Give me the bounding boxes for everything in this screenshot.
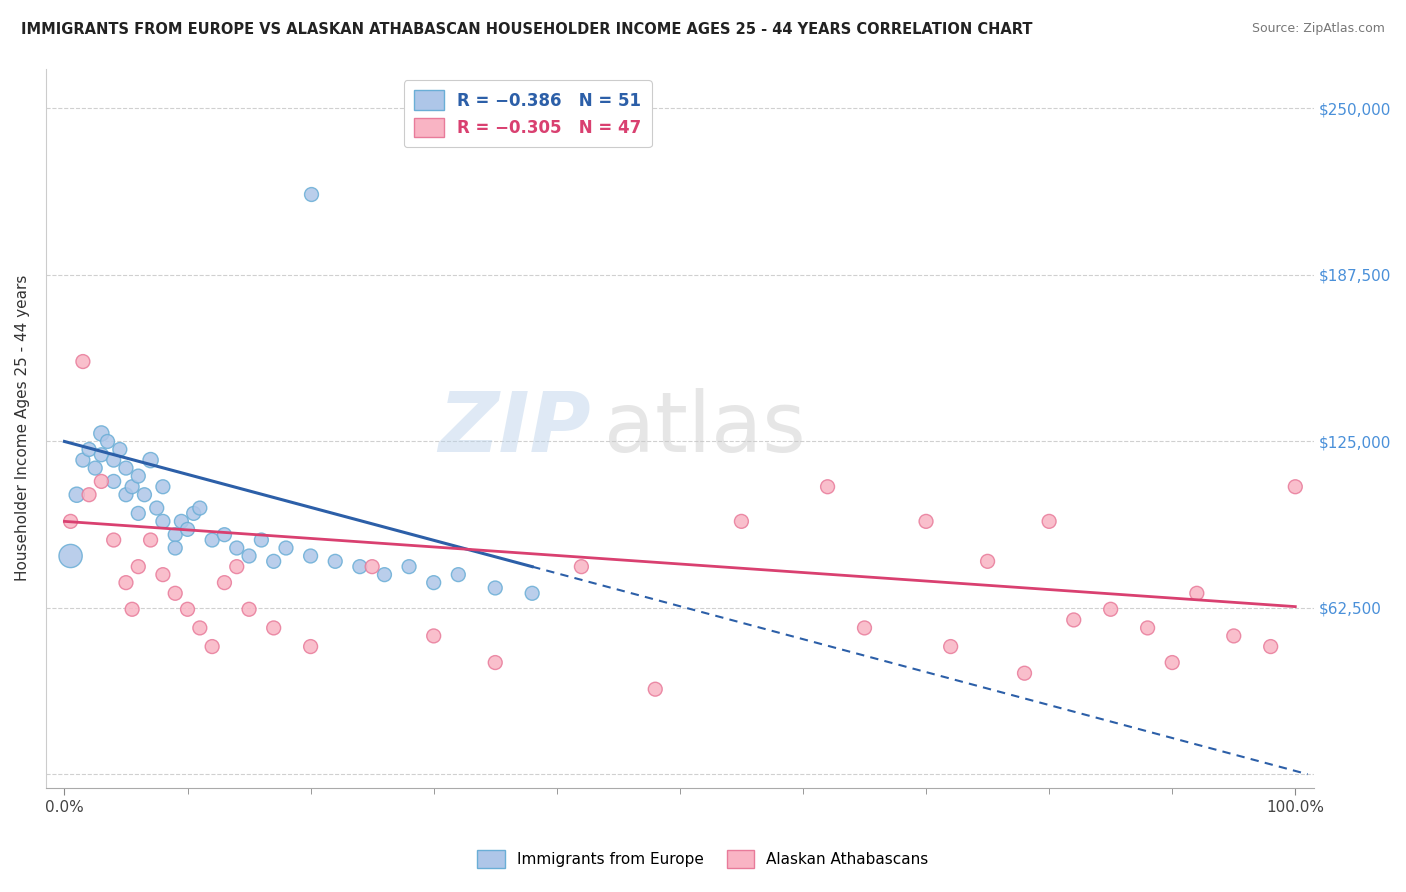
Point — [976, 554, 998, 568]
Legend: Immigrants from Europe, Alaskan Athabascans: Immigrants from Europe, Alaskan Athabasc… — [470, 843, 936, 875]
Point — [165, 586, 187, 600]
Text: ZIP: ZIP — [439, 388, 591, 468]
Point — [422, 575, 444, 590]
Point — [121, 480, 143, 494]
Point — [853, 621, 876, 635]
Point — [90, 475, 112, 489]
Point — [484, 581, 506, 595]
Point — [90, 448, 112, 462]
Text: IMMIGRANTS FROM EUROPE VS ALASKAN ATHABASCAN HOUSEHOLDER INCOME AGES 25 - 44 YEA: IMMIGRANTS FROM EUROPE VS ALASKAN ATHABA… — [21, 22, 1032, 37]
Point — [72, 453, 94, 467]
Point — [145, 501, 167, 516]
Point — [84, 461, 107, 475]
Point — [152, 480, 174, 494]
Point — [730, 514, 752, 528]
Point — [939, 640, 962, 654]
Text: atlas: atlas — [603, 388, 806, 468]
Point — [571, 559, 593, 574]
Point — [1185, 586, 1208, 600]
Point — [201, 533, 224, 547]
Point — [134, 488, 156, 502]
Point — [165, 527, 187, 541]
Point — [263, 554, 285, 568]
Point — [1284, 480, 1306, 494]
Point — [103, 453, 125, 467]
Point — [165, 541, 187, 555]
Point — [1063, 613, 1085, 627]
Point — [361, 559, 384, 574]
Point — [817, 480, 839, 494]
Point — [349, 559, 371, 574]
Point — [127, 559, 149, 574]
Point — [422, 629, 444, 643]
Point — [139, 453, 162, 467]
Point — [250, 533, 273, 547]
Point — [59, 549, 82, 563]
Point — [72, 354, 94, 368]
Point — [214, 527, 236, 541]
Point — [115, 461, 138, 475]
Point — [238, 549, 260, 563]
Point — [299, 186, 322, 201]
Point — [66, 488, 89, 502]
Point — [644, 682, 666, 697]
Point — [108, 442, 131, 457]
Point — [59, 514, 82, 528]
Point — [188, 501, 211, 516]
Point — [1014, 666, 1036, 681]
Point — [127, 469, 149, 483]
Point — [1099, 602, 1122, 616]
Point — [1136, 621, 1159, 635]
Point — [103, 533, 125, 547]
Point — [1038, 514, 1060, 528]
Point — [915, 514, 938, 528]
Point — [263, 621, 285, 635]
Point — [77, 442, 100, 457]
Point — [299, 640, 322, 654]
Point — [139, 533, 162, 547]
Point — [520, 586, 543, 600]
Point — [1260, 640, 1282, 654]
Point — [188, 621, 211, 635]
Point — [238, 602, 260, 616]
Point — [90, 426, 112, 441]
Point — [176, 602, 198, 616]
Point — [225, 541, 247, 555]
Point — [183, 507, 205, 521]
Point — [115, 488, 138, 502]
Point — [176, 522, 198, 536]
Point — [225, 559, 247, 574]
Point — [152, 567, 174, 582]
Point — [121, 602, 143, 616]
Point — [115, 575, 138, 590]
Point — [96, 434, 118, 449]
Point — [152, 514, 174, 528]
Point — [1222, 629, 1244, 643]
Point — [1161, 656, 1184, 670]
Point — [214, 575, 236, 590]
Point — [201, 640, 224, 654]
Legend: R = −0.386   N = 51, R = −0.305   N = 47: R = −0.386 N = 51, R = −0.305 N = 47 — [404, 80, 651, 147]
Point — [299, 549, 322, 563]
Point — [484, 656, 506, 670]
Text: Source: ZipAtlas.com: Source: ZipAtlas.com — [1251, 22, 1385, 36]
Point — [170, 514, 193, 528]
Point — [373, 567, 395, 582]
Point — [77, 488, 100, 502]
Point — [398, 559, 420, 574]
Point — [274, 541, 297, 555]
Point — [447, 567, 470, 582]
Y-axis label: Householder Income Ages 25 - 44 years: Householder Income Ages 25 - 44 years — [15, 275, 30, 582]
Point — [103, 475, 125, 489]
Point — [127, 507, 149, 521]
Point — [323, 554, 346, 568]
